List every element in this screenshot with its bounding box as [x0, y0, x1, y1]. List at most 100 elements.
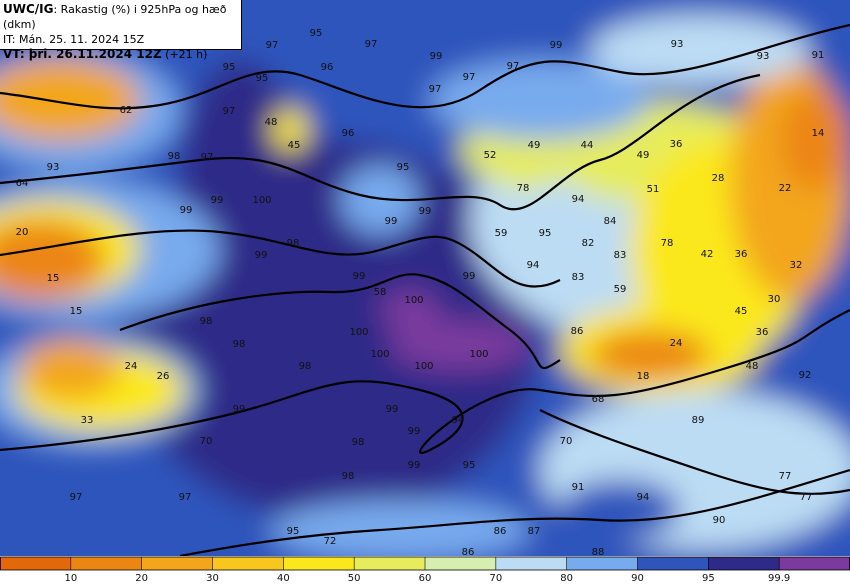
map-value-label: 97	[429, 84, 442, 95]
map-value-label: 98	[200, 316, 213, 327]
colorbar-segment	[283, 557, 355, 570]
map-value-label: 99	[255, 250, 268, 261]
map-value-label: 88	[592, 547, 605, 558]
colorbar-tick-label: 90	[631, 573, 644, 584]
map-value-label: 100	[404, 295, 423, 306]
description: : Rakastig (%) i 925hPa og hæð (dkm)	[3, 3, 227, 31]
map-value-label: 97	[201, 152, 214, 163]
map-value-label: 99	[408, 426, 421, 437]
colorbar-tick-label: 70	[489, 573, 502, 584]
colorbar-segment	[566, 557, 638, 570]
map-value-label: 99	[550, 40, 563, 51]
map-value-label: 32	[790, 260, 803, 271]
map-value-label: 24	[670, 338, 683, 349]
map-value-label: 83	[614, 250, 627, 261]
map-value-label: 98	[342, 471, 355, 482]
map-value-label: 99	[385, 216, 398, 227]
map-value-label: 36	[735, 249, 748, 260]
map-value-label: 95	[397, 162, 410, 173]
map-value-label: 72	[324, 536, 337, 547]
colorbar-tick-label: 20	[135, 573, 148, 584]
map-value-label: 91	[572, 482, 585, 493]
map-value-label: 78	[661, 238, 674, 249]
colorbar-segment	[708, 557, 780, 570]
colorbar-segment	[0, 557, 72, 570]
map-value-label: 86	[494, 526, 507, 537]
map-value-label: 52	[484, 150, 497, 161]
map-labels: 97 95 97 99 97 99 93 93 91 95 95 96 97 97 62 97 48 96 45 98…	[16, 28, 825, 558]
map-value-label: 78	[517, 183, 530, 194]
colorbar: 10 20 30 40 50 60 70 80 90 95 99.9	[0, 556, 850, 586]
map-value-label: 89	[692, 415, 705, 426]
map-value-label: 100	[370, 349, 389, 360]
map-value-label: 70	[200, 436, 213, 447]
map-value-label: 26	[157, 371, 170, 382]
map-value-label: 77	[779, 471, 792, 482]
map-value-label: 94	[572, 194, 585, 205]
map-value-label: 95	[256, 73, 269, 84]
map-value-label: 24	[125, 361, 138, 372]
map-value-label: 58	[374, 287, 387, 298]
map-value-label: 95	[539, 228, 552, 239]
map-value-label: 95	[287, 526, 300, 537]
map-value-label: 44	[581, 140, 594, 151]
map-value-label: 45	[288, 140, 301, 151]
map-value-label: 83	[572, 272, 585, 283]
map-value-label: 30	[768, 294, 781, 305]
map-value-label: 62	[120, 105, 133, 116]
map-value-label: 96	[342, 128, 355, 139]
map-value-label: 97	[266, 40, 279, 51]
map-value-label: 68	[592, 394, 605, 405]
model: UWC/IG	[3, 2, 54, 16]
map-value-label: 59	[614, 284, 627, 295]
map-value-label: 100	[252, 195, 271, 206]
map-value-label: 94	[637, 492, 650, 503]
map-value-label: 97	[179, 492, 192, 503]
colorbar-segment	[495, 557, 568, 570]
header: UWC/IG: Rakastig (%) i 925hPa og hæð (dk…	[0, 0, 242, 61]
map-value-label: 86	[571, 326, 584, 337]
map-value-label: 97	[507, 61, 520, 72]
map-value-label: 93	[757, 51, 770, 62]
map-value-label: 97	[70, 492, 83, 503]
map-value-label: 48	[265, 117, 278, 128]
valid-time: VT: þri. 26.11.2024 12Z	[3, 47, 162, 61]
map-value-label: 100	[414, 361, 433, 372]
map-value-label: 36	[756, 327, 769, 338]
map-value-label: 99	[463, 271, 476, 282]
colorbar-segment	[354, 557, 426, 570]
map-value-label: 48	[746, 361, 759, 372]
map-value-label: 77	[800, 492, 813, 503]
initial-time: IT: Mán. 25. 11. 2024 15Z	[3, 33, 145, 46]
colorbar-segment	[70, 557, 143, 570]
colorbar-tick-label: 10	[64, 573, 77, 584]
map-value-label: 51	[647, 184, 660, 195]
map-value-label: 99	[353, 271, 366, 282]
colorbar-tick-label: 95	[702, 573, 715, 584]
map-value-label: 49	[528, 140, 541, 151]
map-value-label: 98	[168, 151, 181, 162]
contour-line	[119, 273, 561, 370]
colorbar-segment	[212, 557, 284, 570]
map-value-label: 42	[701, 249, 714, 260]
map-value-label: 20	[16, 227, 29, 238]
map-value-label: 93	[47, 162, 60, 173]
map-value-label: 97	[463, 72, 476, 83]
map-value-label: 14	[812, 128, 825, 139]
colorbar-tick-label: 99.9	[768, 573, 790, 584]
map-value-label: 15	[47, 273, 60, 284]
map-value-label: 99	[419, 206, 432, 217]
map-value-label: 87	[528, 526, 541, 537]
map-value-label: 86	[462, 547, 475, 558]
map-value-label: 49	[637, 150, 650, 161]
map-value-label: 28	[712, 173, 725, 184]
map-value-label: 84	[604, 216, 617, 227]
map-value-label: 98	[352, 437, 365, 448]
map-value-label: 95	[223, 62, 236, 73]
colorbar-tick-label: 30	[206, 573, 219, 584]
map-value-label: 70	[560, 436, 573, 447]
map-value-label: 100	[349, 327, 368, 338]
map-value-label: 99	[430, 51, 443, 62]
colorbar-tick-label: 60	[419, 573, 432, 584]
